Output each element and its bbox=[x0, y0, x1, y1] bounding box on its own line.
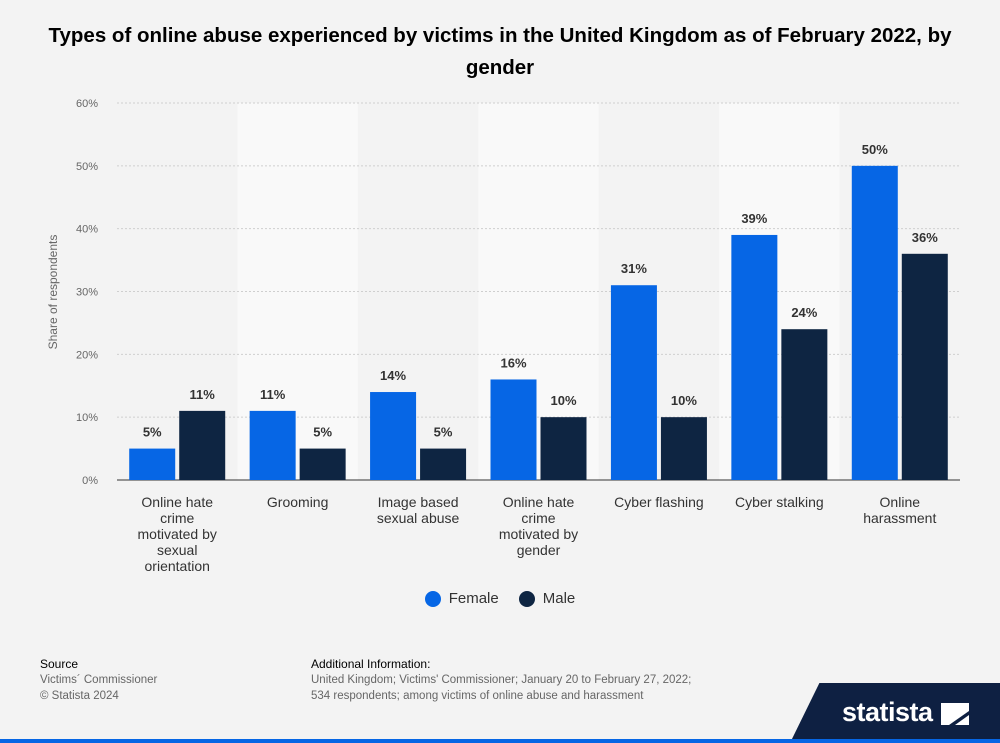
x-category-label: Online harassment bbox=[863, 494, 936, 526]
bottom-accent-bar bbox=[0, 739, 1000, 743]
bar-female bbox=[129, 448, 176, 480]
data-label: 31% bbox=[621, 261, 647, 276]
bar-male bbox=[901, 253, 948, 480]
data-label: 14% bbox=[380, 368, 406, 383]
data-label: 5% bbox=[434, 425, 453, 440]
bar-male bbox=[781, 329, 828, 480]
y-tick-label: 40% bbox=[76, 224, 98, 236]
data-label: 39% bbox=[741, 211, 767, 226]
bar-female bbox=[249, 410, 296, 480]
legend: Female Male bbox=[0, 590, 1000, 607]
y-tick-label: 20% bbox=[76, 349, 98, 361]
bar-male bbox=[660, 417, 707, 480]
data-label: 10% bbox=[550, 393, 576, 408]
x-category-label: Cyber stalking bbox=[735, 494, 824, 510]
y-tick-label: 30% bbox=[76, 287, 98, 299]
statista-logo[interactable]: statista bbox=[842, 697, 933, 727]
data-label: 5% bbox=[313, 425, 332, 440]
legend-label-male: Male bbox=[542, 590, 576, 607]
data-label: 11% bbox=[190, 387, 216, 402]
bar-chart: 0% 10% 20% 30% 40% 50% 60% Share of respondents… bbox=[46, 98, 960, 574]
legend-label-female: Female bbox=[448, 590, 499, 607]
y-tick-label: 60% bbox=[76, 98, 98, 110]
y-axis-title: Share of respondents bbox=[46, 235, 60, 350]
data-label: 16% bbox=[500, 355, 526, 370]
data-label: 50% bbox=[862, 142, 888, 157]
additional-info-block: Additional Information: United Kingdom; … bbox=[311, 656, 691, 704]
data-label: 11% bbox=[260, 387, 286, 402]
bar-female bbox=[610, 285, 657, 480]
bar-male bbox=[420, 448, 467, 480]
x-category-label: Grooming bbox=[267, 494, 328, 510]
bar-female bbox=[370, 392, 417, 480]
data-label: 36% bbox=[912, 230, 938, 245]
bar-male bbox=[540, 417, 587, 480]
additional-info-line: United Kingdom; Victims' Commissioner; J… bbox=[311, 674, 692, 686]
x-category-label: Image based sexual abuse bbox=[377, 494, 460, 526]
bar-female bbox=[490, 379, 537, 480]
copyright-line: © Statista 2024 bbox=[40, 690, 119, 702]
data-label: 24% bbox=[791, 305, 817, 320]
y-tick-label: 50% bbox=[76, 161, 98, 173]
x-category-label: Online hate crime motivated by sexual orient… bbox=[138, 494, 217, 574]
source-line[interactable]: Victims´ Commissioner bbox=[40, 674, 158, 686]
x-category-label: Online hate crime motivated by gender bbox=[499, 494, 578, 558]
legend-item-female[interactable]: Female bbox=[424, 590, 499, 607]
y-tick-label: 10% bbox=[76, 412, 98, 424]
source-block: Source Victims´ Commissioner © Statista … bbox=[40, 656, 157, 704]
y-tick-label: 0% bbox=[82, 475, 98, 487]
bar-male bbox=[179, 410, 226, 480]
statista-logo-icon bbox=[941, 703, 969, 725]
data-label: 5% bbox=[143, 425, 162, 440]
source-heading: Source bbox=[40, 657, 79, 671]
data-label: 10% bbox=[671, 393, 697, 408]
bar-male bbox=[299, 448, 346, 480]
additional-info-line: 534 respondents; among victims of online… bbox=[311, 690, 644, 702]
x-category-label: Cyber flashing bbox=[614, 494, 704, 510]
legend-swatch-male bbox=[518, 590, 535, 607]
chart-title: Types of online abuse experienced by vic… bbox=[48, 24, 952, 79]
bar-female bbox=[851, 165, 898, 481]
bar-female bbox=[731, 234, 778, 480]
additional-info-heading: Additional Information: bbox=[311, 657, 431, 671]
legend-item-male[interactable]: Male bbox=[518, 590, 576, 607]
legend-swatch-female bbox=[424, 590, 441, 607]
